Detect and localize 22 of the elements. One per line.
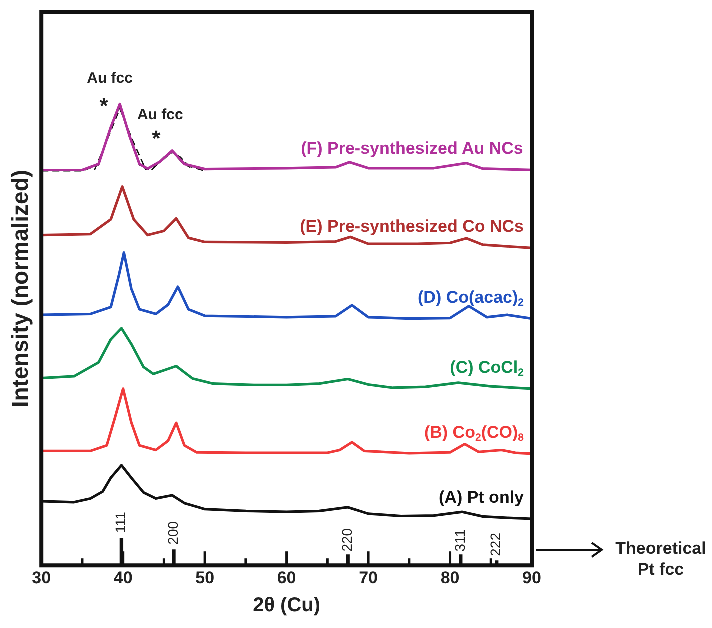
x-axis-title: 2θ (Cu) [253,594,321,617]
x-tick-label: 80 [440,568,460,588]
annotation: 311 [452,529,468,552]
annotation: 111 [112,512,129,534]
annotation: * [152,126,162,151]
annotation: Au fcc [137,106,184,124]
annotation: 222 [488,532,504,556]
y-axis-title: Intensity (normalized) [7,170,34,408]
annotation: 220 [338,528,355,552]
annotation: Au fcc [87,70,133,87]
series-label: (F) Pre-synthesized Au NCs [301,139,524,158]
series-label: (A) Pt only [439,488,525,508]
x-tick-label: 90 [522,568,542,588]
series-label: (E) Pre-synthesized Co NCs [300,217,524,236]
x-tick-label: 60 [277,568,296,588]
legend-label: Theoretical Pt fcc [614,538,708,580]
x-tick-label: 40 [114,568,133,588]
x-tick-label: 50 [196,568,215,588]
x-tick-label: 30 [32,568,52,588]
x-tick-label: 70 [359,568,378,588]
annotation: 200 [164,521,181,545]
annotation: * [100,93,109,118]
